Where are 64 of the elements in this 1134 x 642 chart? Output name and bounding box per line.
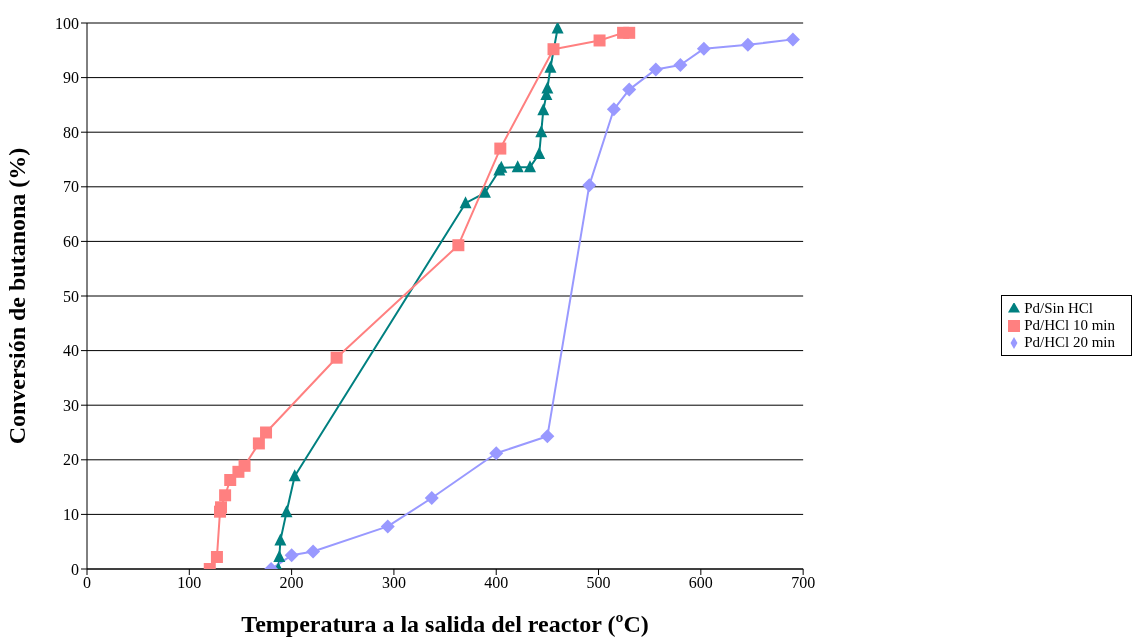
point — [210, 550, 223, 563]
point — [785, 32, 800, 47]
point — [288, 469, 301, 482]
point — [740, 37, 755, 52]
x-axis-title: Temperatura a la salida del reactor (ºC) — [241, 611, 649, 637]
y-tick-label: 50 — [63, 287, 79, 305]
x-tick-label: 400 — [484, 574, 509, 592]
y-tick-label: 0 — [71, 560, 79, 578]
point — [544, 60, 557, 73]
point — [424, 491, 439, 506]
point — [582, 178, 597, 193]
point — [622, 82, 637, 97]
point — [541, 81, 554, 94]
y-tick-label: 20 — [63, 451, 79, 469]
y-tick-label: 70 — [63, 178, 79, 196]
y-tick-label: 100 — [55, 14, 79, 32]
point — [494, 142, 507, 155]
x-tick-label: 0 — [83, 574, 91, 592]
point — [260, 426, 273, 439]
y-tick-label: 80 — [63, 123, 79, 141]
point — [593, 34, 606, 47]
x-tick-label: 300 — [381, 574, 406, 592]
point — [537, 103, 550, 116]
x-tick-label: 500 — [586, 574, 611, 592]
point — [606, 102, 621, 117]
point — [523, 160, 536, 173]
point — [623, 26, 636, 39]
x-tick-label: 700 — [791, 574, 816, 592]
y-tick-label: 60 — [63, 233, 79, 251]
point — [274, 533, 287, 546]
point — [478, 185, 491, 198]
point — [330, 351, 343, 364]
point — [215, 501, 228, 514]
point — [284, 548, 299, 563]
point — [489, 446, 504, 461]
point — [535, 125, 548, 138]
legend-label: Pd/Sin HCl — [1024, 299, 1093, 316]
point — [696, 41, 711, 56]
point — [648, 62, 663, 77]
point — [673, 58, 688, 73]
x-tick-label: 200 — [279, 574, 304, 592]
point — [459, 196, 472, 209]
point — [280, 505, 293, 518]
point — [252, 437, 265, 450]
point — [219, 489, 232, 502]
point — [380, 519, 395, 534]
point — [551, 23, 564, 34]
y-tick-label: 10 — [63, 506, 79, 524]
y-tick-label: 90 — [63, 69, 79, 87]
x-tick-label: 600 — [688, 574, 713, 592]
point — [306, 544, 321, 559]
point — [511, 160, 524, 173]
point — [540, 429, 555, 444]
y-tick-label: 40 — [63, 342, 79, 360]
point — [238, 459, 251, 472]
point — [547, 43, 560, 56]
legend-label: Pd/HCl 10 min — [1024, 316, 1115, 333]
x-tick-label: 100 — [177, 574, 202, 592]
y-axis-title: Conversión de butanona (%) — [3, 147, 30, 445]
point — [533, 147, 546, 160]
legend-label: Pd/HCl 20 min — [1024, 333, 1115, 350]
y-tick-label: 30 — [63, 396, 79, 414]
point — [273, 549, 286, 562]
point — [452, 239, 465, 252]
